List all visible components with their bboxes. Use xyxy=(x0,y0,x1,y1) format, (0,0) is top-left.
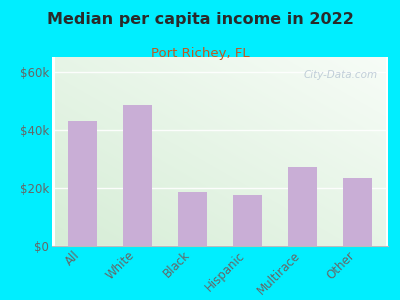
Text: City-Data.com: City-Data.com xyxy=(304,70,378,80)
Bar xyxy=(68,121,97,246)
Bar xyxy=(178,192,207,246)
Text: Median per capita income in 2022: Median per capita income in 2022 xyxy=(46,12,354,27)
Bar xyxy=(233,195,262,246)
Bar xyxy=(288,167,317,246)
Bar xyxy=(123,105,152,246)
Bar xyxy=(343,178,372,246)
Text: Port Richey, FL: Port Richey, FL xyxy=(151,46,249,59)
